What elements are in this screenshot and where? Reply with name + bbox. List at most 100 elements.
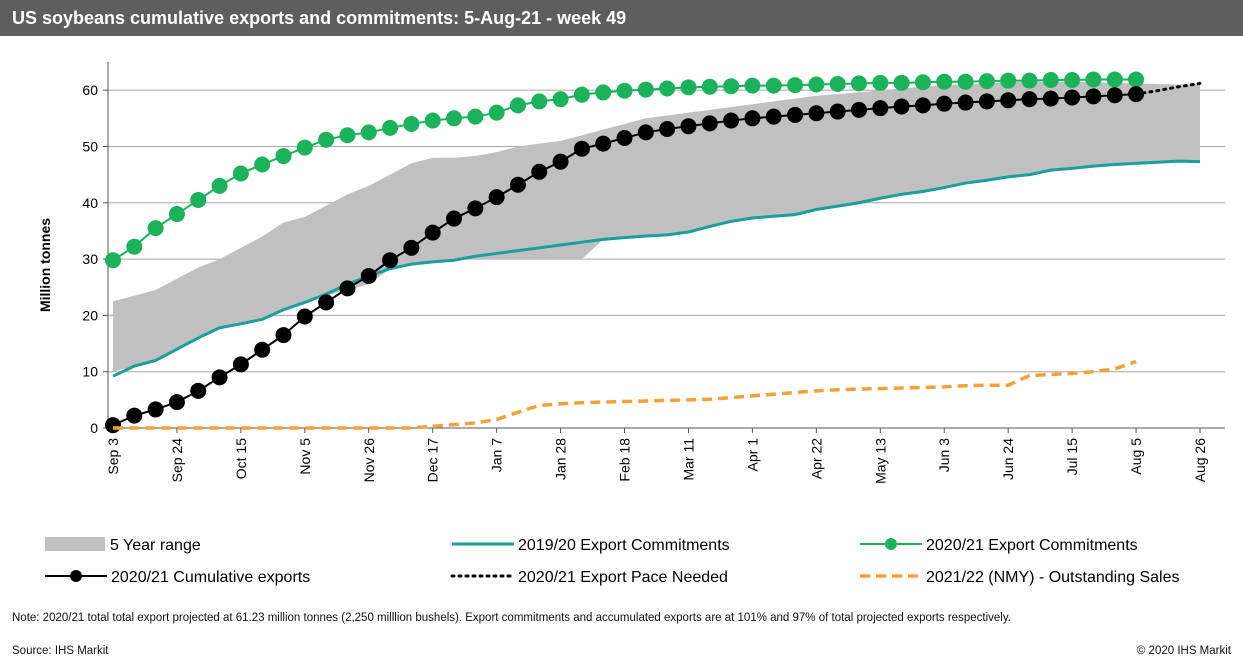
data-point	[467, 108, 484, 125]
data-point	[595, 84, 612, 101]
data-point	[1021, 72, 1038, 89]
data-point	[787, 77, 804, 94]
x-tick-label: Nov 26	[361, 438, 377, 483]
data-point	[1106, 87, 1123, 104]
note: Note: 2020/21 total total export project…	[12, 612, 1011, 624]
data-point	[808, 76, 825, 93]
data-point	[211, 177, 228, 194]
data-point	[424, 224, 441, 241]
data-point	[957, 94, 974, 111]
data-point	[573, 86, 590, 103]
data-point	[296, 308, 313, 325]
data-point	[509, 176, 526, 193]
x-tick-label: Aug 5	[1128, 438, 1144, 475]
data-point	[446, 210, 463, 227]
x-tick-label: Jun 3	[936, 438, 952, 472]
data-point	[1042, 72, 1059, 89]
data-point	[936, 95, 953, 112]
data-point	[211, 369, 228, 386]
x-tick-label: Dec 17	[425, 438, 441, 483]
data-point	[1085, 71, 1102, 88]
data-point	[808, 105, 825, 122]
data-point	[254, 341, 271, 358]
data-point	[488, 189, 505, 206]
data-point	[232, 356, 249, 373]
legend-swatch	[45, 537, 105, 551]
data-point	[254, 156, 271, 173]
x-tick-label: Sep 24	[169, 438, 185, 483]
data-point	[424, 112, 441, 129]
x-tick-label: Jun 24	[1000, 438, 1016, 480]
chart-title: US soybeans cumulative exports and commi…	[12, 8, 626, 28]
data-point	[723, 78, 740, 95]
data-point	[403, 239, 420, 256]
data-point	[744, 77, 761, 94]
data-point	[296, 139, 313, 156]
series-line	[112, 159, 1201, 378]
x-tick-label: Jan 28	[553, 438, 569, 480]
data-point	[318, 131, 335, 148]
data-point	[403, 115, 420, 132]
data-point	[190, 191, 207, 208]
y-axis-label: Million tonnes	[37, 218, 53, 312]
x-tick-label: May 13	[872, 438, 888, 484]
data-point	[467, 200, 484, 217]
data-point	[531, 163, 548, 180]
y-tick-label: 0	[90, 420, 98, 436]
chart: US soybeans cumulative exports and commi…	[0, 0, 1243, 586]
legend-marker	[70, 570, 82, 582]
legend-label: 2020/21 Export Pace Needed	[518, 569, 728, 586]
data-point	[531, 93, 548, 110]
data-point	[829, 75, 846, 92]
data-point	[339, 127, 356, 144]
data-point	[829, 103, 846, 120]
data-point	[382, 119, 399, 136]
data-point	[978, 93, 995, 110]
data-point	[318, 294, 335, 311]
x-tick-label: Feb 18	[617, 438, 633, 482]
x-tick-label: Sep 3	[105, 438, 121, 475]
data-point	[509, 97, 526, 114]
series-line	[113, 359, 1137, 430]
data-point	[936, 73, 953, 90]
data-point	[1064, 72, 1081, 89]
legend-label: 5 Year range	[110, 537, 201, 554]
source: Source: IHS Markit	[12, 645, 109, 657]
data-point	[914, 74, 931, 91]
data-point	[126, 238, 143, 255]
data-point	[957, 73, 974, 90]
data-point	[872, 74, 889, 91]
data-point	[105, 417, 121, 434]
data-point	[360, 267, 377, 284]
legend-marker	[885, 538, 897, 550]
data-point	[147, 401, 164, 418]
data-point	[1064, 89, 1081, 106]
data-point	[637, 124, 654, 141]
data-point	[616, 82, 633, 99]
x-tick-label: Apr 22	[808, 438, 824, 479]
y-tick-label: 20	[82, 307, 98, 323]
data-point	[382, 252, 399, 269]
data-point	[595, 135, 612, 152]
y-tick-label: 30	[82, 251, 98, 267]
data-point	[488, 104, 505, 121]
data-point	[190, 382, 207, 399]
data-point	[893, 74, 910, 91]
data-point	[744, 110, 761, 127]
data-point	[446, 110, 463, 127]
y-tick-label: 40	[82, 195, 98, 211]
data-point	[1128, 71, 1145, 88]
data-point	[1085, 88, 1102, 105]
legend-label: 2020/21 Cumulative exports	[111, 569, 310, 586]
data-point	[232, 165, 249, 182]
data-point	[659, 80, 676, 97]
x-tick-label: Jul 15	[1064, 438, 1080, 476]
data-point	[850, 101, 867, 118]
data-point	[680, 79, 697, 96]
data-point	[701, 78, 718, 95]
range-band	[113, 81, 1200, 372]
data-point	[914, 97, 931, 114]
data-point	[552, 153, 569, 170]
data-point	[339, 280, 356, 297]
